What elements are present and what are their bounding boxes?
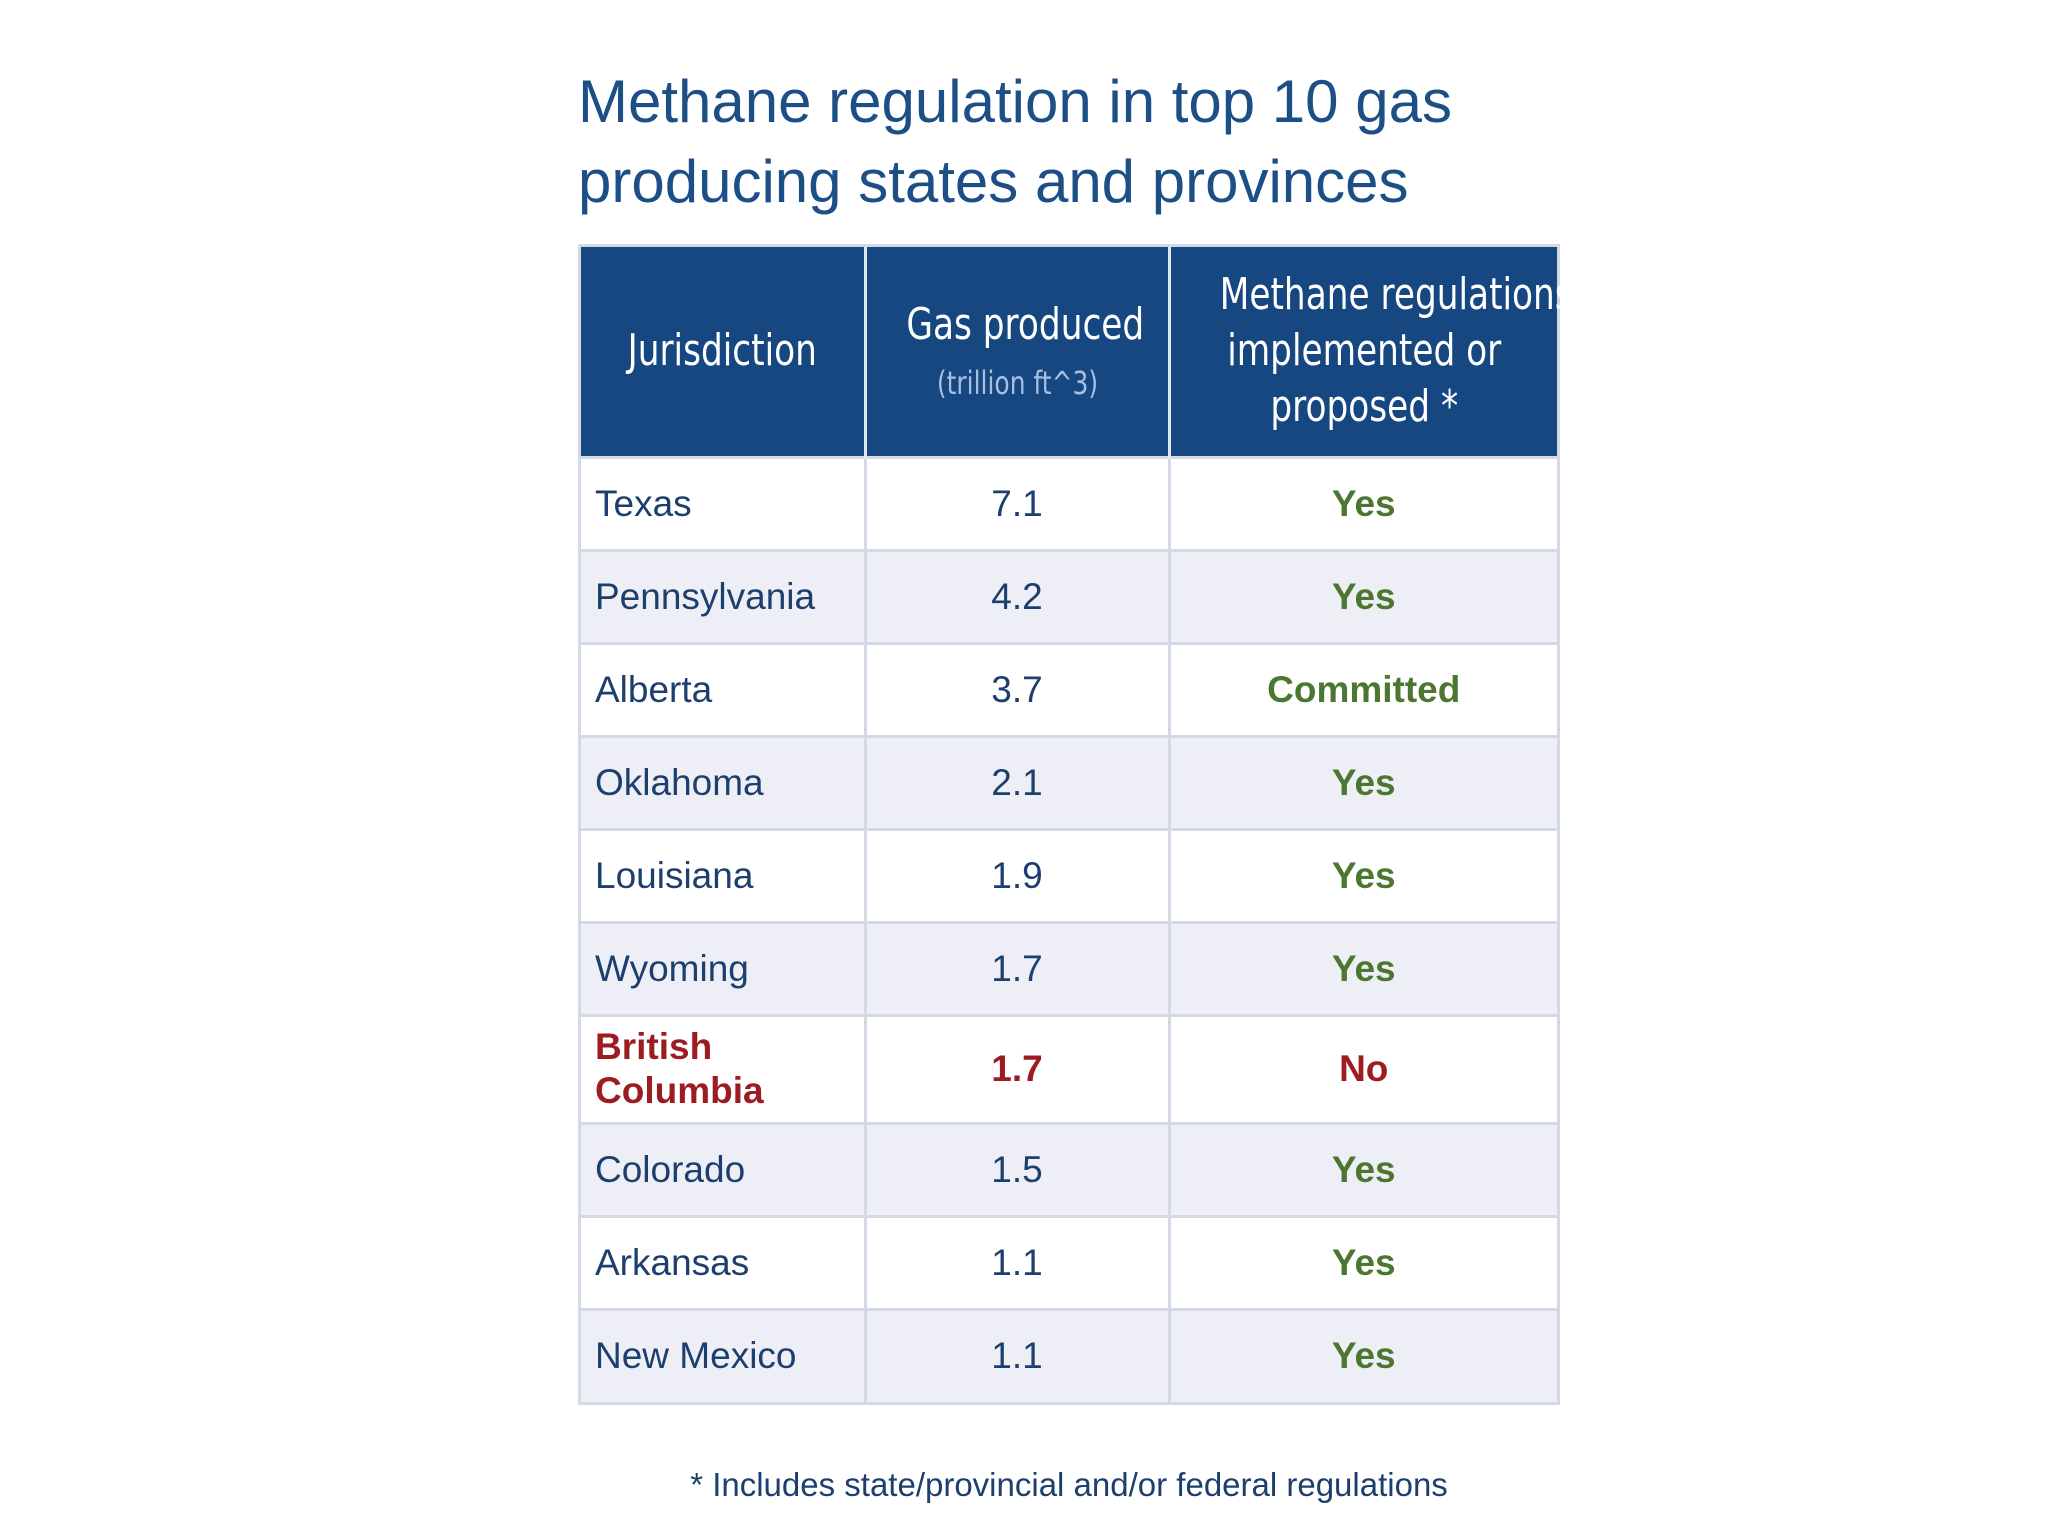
gas-cell: 1.9 (865, 827, 1171, 922)
gas-cell: 2.1 (865, 734, 1171, 829)
gas-cell: 1.1 (865, 1307, 1171, 1402)
regulation-cell: Yes (1169, 455, 1557, 550)
data-table: Jurisdiction Gas produced (trillion ft^3… (581, 247, 1572, 1402)
gas-cell: 1.7 (865, 1013, 1171, 1123)
page-title: Methane regulation in top 10 gas produci… (578, 62, 1578, 222)
jurisdiction-cell: Arkansas (581, 1214, 867, 1309)
regulation-cell: Yes (1169, 734, 1557, 829)
table-row: Colorado 1.5 Yes (581, 1121, 1557, 1216)
regulation-cell: Yes (1169, 1121, 1557, 1216)
gas-cell: 7.1 (865, 455, 1171, 550)
jurisdiction-cell: Wyoming (581, 920, 867, 1015)
table-row: Arkansas 1.1 Yes (581, 1214, 1557, 1309)
title-line-2: producing states and provinces (578, 148, 1409, 215)
regulation-cell: Yes (1169, 1214, 1557, 1309)
table-row: Pennsylvania 4.2 Yes (581, 548, 1557, 643)
jurisdiction-cell: Alberta (581, 641, 867, 736)
jurisdiction-cell: Oklahoma (581, 734, 867, 829)
table-row-highlighted: British Columbia 1.7 No (581, 1013, 1557, 1123)
gas-cell: 4.2 (865, 548, 1171, 643)
footnote: * Includes state/provincial and/or feder… (690, 1466, 1448, 1503)
jurisdiction-cell: Colorado (581, 1121, 867, 1216)
gas-cell: 1.7 (865, 920, 1171, 1015)
header-row: Jurisdiction Gas produced (trillion ft^3… (581, 247, 1572, 457)
regulation-cell: Yes (1169, 920, 1557, 1015)
regulation-cell: Yes (1169, 1307, 1557, 1402)
regulation-cell: No (1169, 1013, 1557, 1123)
gas-cell: 3.7 (865, 641, 1171, 736)
header-regulations: Methane regulations implemented or propo… (1169, 247, 1572, 457)
title-line-1: Methane regulation in top 10 gas (578, 68, 1452, 135)
regulation-cell: Yes (1169, 548, 1557, 643)
table-row: Oklahoma 2.1 Yes (581, 734, 1557, 829)
table-row: Louisiana 1.9 Yes (581, 827, 1557, 922)
regulation-cell: Committed (1169, 641, 1557, 736)
jurisdiction-cell: New Mexico (581, 1307, 867, 1402)
header-jurisdiction: Jurisdiction (581, 247, 867, 457)
header-gas-unit: (trillion ft^3) (936, 364, 1098, 403)
regulation-table: Jurisdiction Gas produced (trillion ft^3… (578, 244, 1572, 1405)
header-gas-produced: Gas produced (trillion ft^3) (865, 247, 1171, 457)
regulation-cell: Yes (1169, 827, 1557, 922)
gas-cell: 1.1 (865, 1214, 1171, 1309)
table-row: Wyoming 1.7 Yes (581, 920, 1557, 1015)
jurisdiction-cell: British Columbia (581, 1013, 867, 1123)
jurisdiction-cell: Texas (581, 455, 867, 550)
table-row: Texas 7.1 Yes (581, 455, 1557, 550)
jurisdiction-cell: Pennsylvania (581, 548, 867, 643)
table-row: Alberta 3.7 Committed (581, 641, 1557, 736)
gas-cell: 1.5 (865, 1121, 1171, 1216)
jurisdiction-cell: Louisiana (581, 827, 867, 922)
table-row: New Mexico 1.1 Yes (581, 1307, 1557, 1402)
